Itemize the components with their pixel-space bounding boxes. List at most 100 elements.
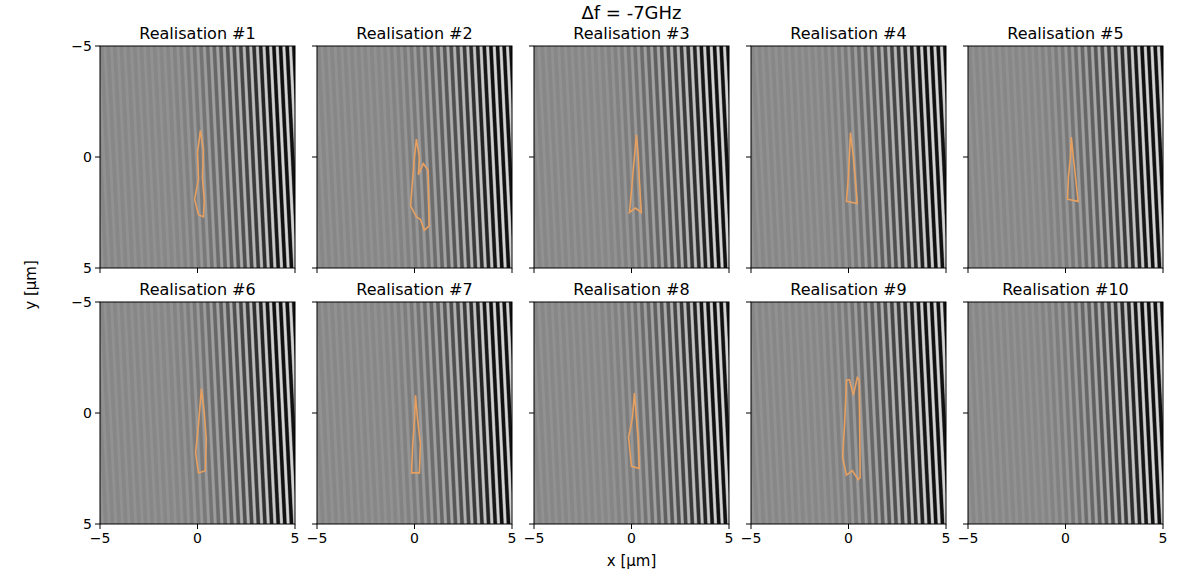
y-tick [529, 46, 534, 47]
panel-title: Realisation #2 [356, 24, 472, 43]
y-tick [312, 157, 317, 158]
x-tick [414, 524, 415, 529]
outline [411, 139, 430, 230]
y-tick-label: 0 [83, 149, 92, 165]
image-background [317, 46, 512, 268]
x-tick [414, 268, 415, 273]
panel-image [100, 302, 295, 524]
y-tick [963, 157, 968, 158]
panel-title: Realisation #10 [1002, 280, 1129, 299]
x-tick [512, 268, 513, 273]
x-axis-title: x [μm] [607, 552, 657, 570]
x-tick [100, 524, 101, 529]
x-tick [968, 268, 969, 273]
y-tick [963, 524, 968, 525]
x-tick-label: −5 [524, 530, 545, 546]
y-tick [312, 413, 317, 414]
image-background [534, 302, 729, 524]
x-tick [729, 524, 730, 529]
x-tick [512, 524, 513, 529]
y-tick-label: −5 [71, 38, 92, 54]
panel-image [751, 302, 946, 524]
image-background [100, 302, 295, 524]
image-background [100, 46, 295, 268]
x-tick [1065, 524, 1066, 529]
x-tick [534, 268, 535, 273]
panel-image [534, 46, 729, 268]
y-tick [95, 413, 100, 414]
frame [534, 46, 729, 268]
frame [968, 46, 1163, 268]
frame [100, 302, 295, 524]
panel-image [534, 302, 729, 524]
x-tick-label: 0 [410, 530, 419, 546]
image-background [751, 302, 946, 524]
y-tick [312, 302, 317, 303]
panel-image [100, 46, 295, 268]
y-tick [746, 413, 751, 414]
panel-title: Realisation #3 [573, 24, 689, 43]
frame [751, 302, 946, 524]
x-tick-label: 5 [725, 530, 734, 546]
panel-title: Realisation #9 [790, 280, 906, 299]
y-axis-title: y [μm] [22, 260, 40, 310]
y-tick [95, 157, 100, 158]
x-tick-label: 0 [627, 530, 636, 546]
image-background [534, 46, 729, 268]
y-tick [529, 302, 534, 303]
panel-image [317, 302, 512, 524]
y-tick [312, 46, 317, 47]
y-tick-label: −5 [71, 294, 92, 310]
y-tick [95, 524, 100, 525]
y-tick [312, 524, 317, 525]
y-tick [529, 413, 534, 414]
outline [630, 135, 642, 213]
x-tick-label: −5 [307, 530, 328, 546]
image-background [751, 46, 946, 268]
image-background [968, 302, 1163, 524]
panel-title: Realisation #5 [1007, 24, 1123, 43]
x-tick [946, 268, 947, 273]
outline [1068, 137, 1079, 201]
y-tick [746, 46, 751, 47]
frame [751, 46, 946, 268]
outline [412, 395, 421, 473]
x-tick-label: −5 [90, 530, 111, 546]
outline [843, 378, 861, 480]
x-tick [534, 524, 535, 529]
title: Δf = -7GHz [581, 2, 681, 23]
panel-image [968, 46, 1163, 268]
x-tick-label: 0 [844, 530, 853, 546]
panel-title: Realisation #4 [790, 24, 906, 43]
y-tick [746, 268, 751, 269]
y-tick-label: 5 [83, 516, 92, 532]
x-tick [317, 524, 318, 529]
y-tick [529, 157, 534, 158]
x-tick [848, 524, 849, 529]
x-tick [729, 268, 730, 273]
x-tick-label: −5 [741, 530, 762, 546]
outline [195, 130, 205, 217]
x-tick [295, 268, 296, 273]
y-tick [963, 268, 968, 269]
x-tick-label: −5 [958, 530, 979, 546]
frame [317, 46, 512, 268]
x-tick [751, 524, 752, 529]
x-tick [946, 524, 947, 529]
x-tick [848, 268, 849, 273]
frame [317, 302, 512, 524]
y-tick [312, 268, 317, 269]
panel-title: Realisation #7 [356, 280, 472, 299]
panel-image [317, 46, 512, 268]
outline [629, 393, 640, 469]
y-tick [746, 302, 751, 303]
image-background [317, 302, 512, 524]
panel-image [968, 302, 1163, 524]
y-tick [95, 302, 100, 303]
x-tick-label: 5 [291, 530, 300, 546]
x-tick-label: 5 [508, 530, 517, 546]
x-tick [295, 524, 296, 529]
image-background [968, 46, 1163, 268]
frame [100, 46, 295, 268]
y-tick-label: 0 [83, 405, 92, 421]
